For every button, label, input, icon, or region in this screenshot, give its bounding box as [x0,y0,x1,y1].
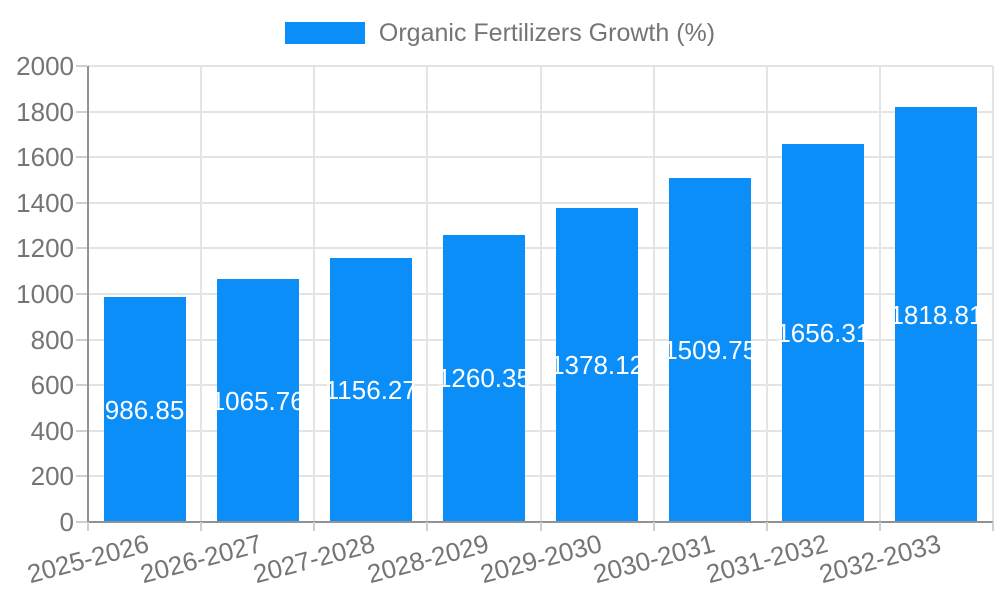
y-tick-label: 600 [30,370,74,401]
gridline-v [313,66,316,522]
y-tick [76,156,87,159]
y-tick [76,338,87,341]
x-tick [539,522,542,531]
y-tick-label: 0 [59,507,74,537]
x-tick [87,522,89,531]
bar-2031-2032 [782,144,865,522]
x-tick [652,522,655,531]
y-tick-label: 1200 [16,233,74,264]
y-tick-label: 2000 [16,51,74,81]
x-tick-label: 2030-2031 [589,528,718,590]
x-tick [765,522,768,531]
bar-value-label: 1260.35 [436,363,531,394]
gridline-v [426,66,429,522]
y-axis-line [87,66,89,531]
y-tick [76,110,87,113]
y-tick-label: 1400 [16,187,74,218]
x-tick [313,522,316,531]
gridline-v [765,66,768,522]
y-tick [76,384,87,387]
x-tick-label: 2025-2026 [24,528,153,590]
y-tick [76,247,87,250]
bar-value-label: 1156.27 [324,375,417,406]
x-tick-label: 2032-2033 [816,528,944,590]
y-tick-label: 200 [30,461,74,492]
legend: Organic Fertilizers Growth (%) [0,18,1000,48]
x-tick-label: 2031-2032 [702,528,831,590]
bar-value-label: 1065.76 [210,385,305,416]
bar-2028-2029 [442,234,525,522]
y-tick [76,475,87,478]
x-tick [878,522,881,531]
x-tick [200,522,203,531]
bar-2032-2033 [895,107,978,522]
x-tick-label: 2027-2028 [250,528,379,590]
x-tick-label: 2026-2027 [137,528,266,590]
y-tick-label: 1800 [16,96,74,127]
bar-2025-2026 [103,297,186,522]
y-tick-label: 800 [30,324,74,355]
y-tick [76,293,87,295]
bar-2027-2028 [329,258,412,522]
y-tick-label: 400 [30,415,74,446]
x-tick-label: 2029-2030 [476,528,605,590]
gridline-v [652,66,655,522]
x-tick-label: 2028-2029 [363,528,492,590]
gridline-v [539,66,542,522]
plot-area: 986.85 1065.76 1156.27 1260.35 1378.12 1509.7… [88,65,994,522]
legend-swatch [284,22,365,44]
y-tick-label: 1000 [16,279,74,309]
y-tick-label: 1600 [16,142,74,173]
bar-value-label: 1378.12 [550,349,645,380]
bar-value-label: 1509.75 [663,334,758,365]
x-tick [426,522,429,531]
bar-2029-2030 [556,207,639,522]
bar-value-label: 986.85 [104,394,185,425]
gridline-v [200,66,203,522]
y-tick [76,429,87,432]
y-tick [76,65,87,67]
bar-value-label: 1656.31 [776,318,871,349]
bar-2030-2031 [669,177,752,522]
bar-value-label: 1818.81 [889,299,984,330]
bar-2026-2027 [216,279,299,522]
x-tick [992,522,994,531]
y-tick [76,201,87,204]
gridline-v [992,66,994,522]
gridline-v [878,66,881,522]
y-tick [76,521,87,523]
legend-label: Organic Fertilizers Growth (%) [378,18,716,47]
